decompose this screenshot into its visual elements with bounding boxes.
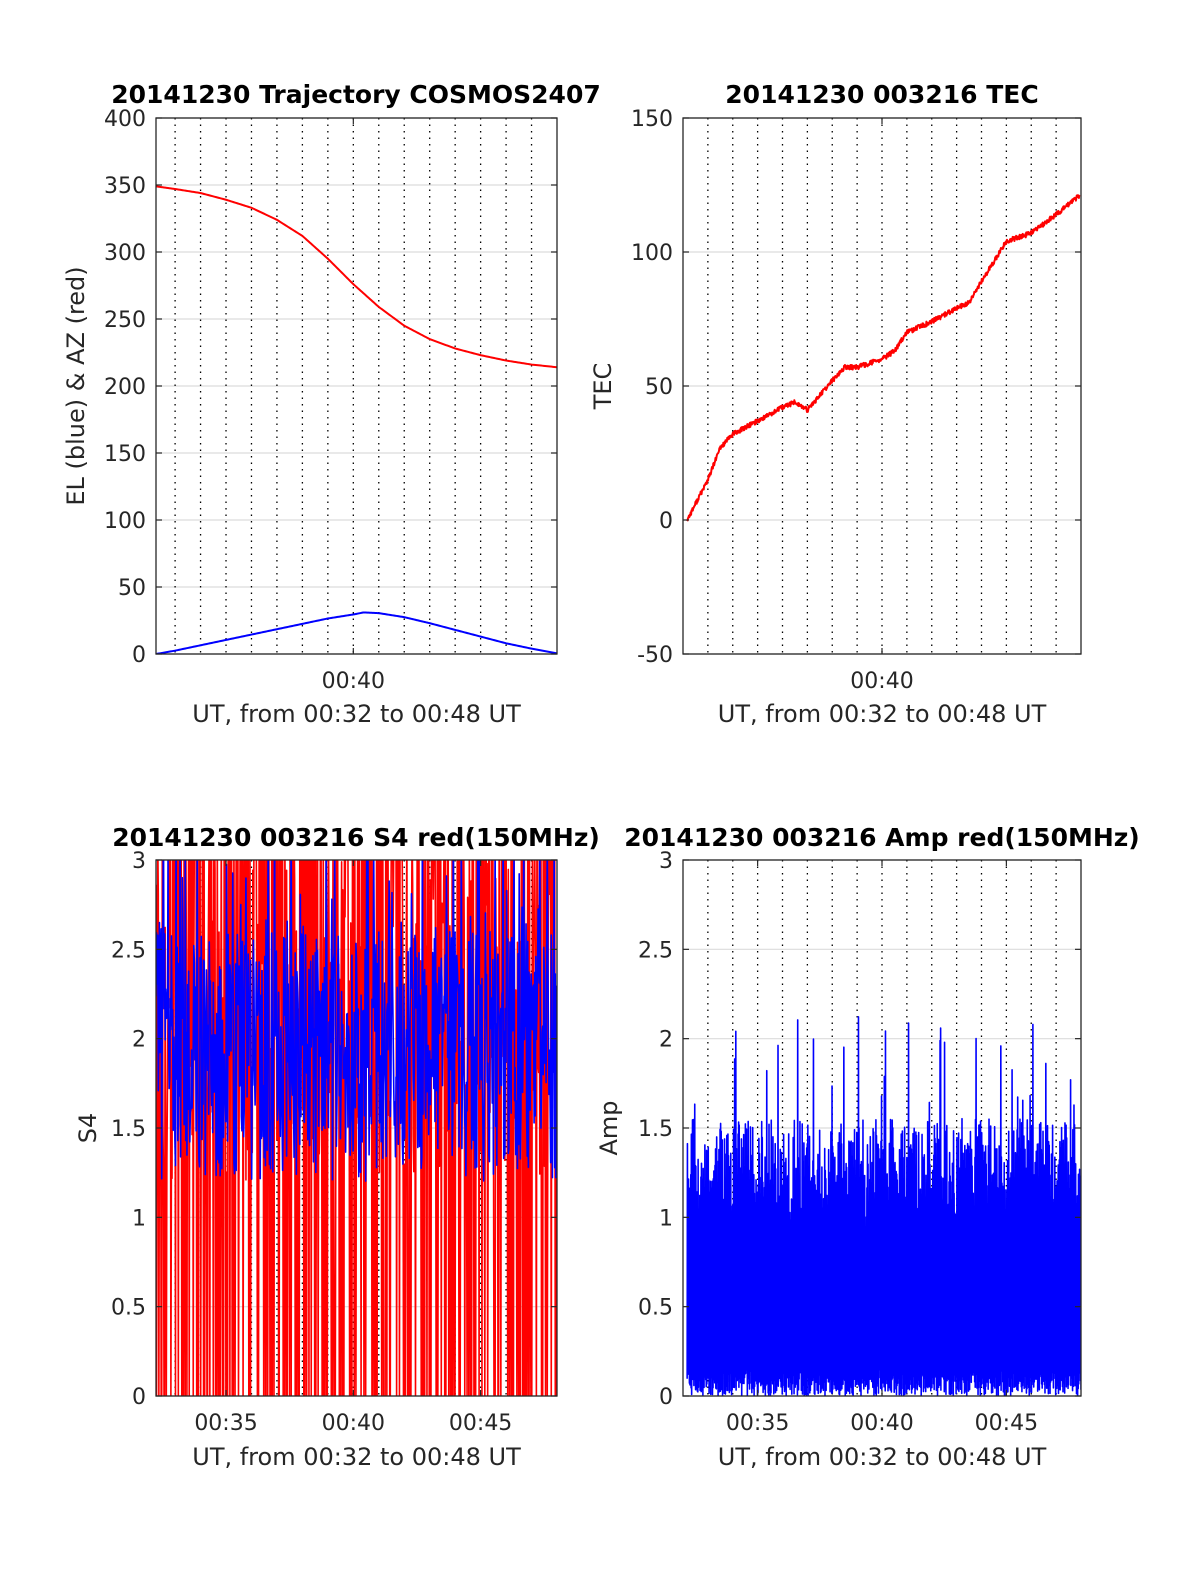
x-axis-label: UT, from 00:32 to 00:48 UT [718,700,1047,728]
chart-title: 20141230 003216 S4 red(150MHz) [112,823,600,852]
y-tick-label: 100 [104,509,146,534]
y-tick-label: 400 [104,107,146,132]
y-tick-label: 0.5 [638,1296,673,1321]
x-axis-label: UT, from 00:32 to 00:48 UT [192,1443,521,1471]
series-line-blue [156,611,557,654]
y-tick-label: 300 [104,241,146,266]
chart-title: 20141230 003216 Amp red(150MHz) [624,823,1140,852]
series-line-blue [686,1016,1081,1396]
y-tick-label: 2.5 [111,938,146,963]
y-axis-label: EL (blue) & AZ (red) [62,266,90,505]
x-tick-label: 00:40 [850,669,913,694]
series-line-red [156,185,557,369]
amp-panel: 0 0.5 1 1.5 2 2.5 3 00:35 00:40 00:45 20141230 003… [595,823,1140,1471]
x-tick-label: 00:40 [322,1411,385,1436]
series-line-blue [156,860,557,1182]
y-tick-label: 0 [132,1385,146,1410]
y-tick-label: 150 [631,107,673,132]
y-tick-label: 100 [631,241,673,266]
y-tick-label: 50 [645,375,673,400]
y-tick-label: 2 [659,1028,673,1053]
y-axis-label: TEC [589,363,617,411]
y-tick-label: 2 [132,1028,146,1053]
x-tick-label: 00:45 [449,1411,512,1436]
y-tick-label: 1 [132,1206,146,1231]
x-tick-label: 00:40 [322,669,385,694]
y-tick-label: 200 [104,375,146,400]
y-tick-label: 150 [104,442,146,467]
y-tick-label: 50 [118,576,146,601]
x-tick-label: 00:35 [194,1411,257,1436]
y-tick-label: 0.5 [111,1296,146,1321]
tec-panel: -50 0 50 100 150 00:40 20141230 003216 TEC UT, … [589,80,1082,728]
y-tick-label: 3 [659,849,673,874]
y-tick-label: 0 [659,1385,673,1410]
y-tick-label: 3 [132,849,146,874]
y-tick-label: 0 [659,509,673,534]
x-axis-label: UT, from 00:32 to 00:48 UT [718,1443,1047,1471]
trajectory-panel: 0 50 100 150 200 250 300 350 400 00:40 20141230 Tr… [62,80,601,728]
y-tick-label: 1.5 [638,1117,673,1142]
y-tick-label: 250 [104,308,146,333]
y-axis-label: S4 [74,1113,102,1144]
y-tick-label: 0 [132,643,146,668]
y-tick-label: 1 [659,1206,673,1231]
s4-panel: 0 0.5 1 1.5 2 2.5 3 00:35 00:40 00:45 20141230 003… [74,823,600,1471]
y-tick-label: 1.5 [111,1117,146,1142]
chart-title: 20141230 003216 TEC [725,80,1038,109]
x-tick-label: 00:45 [975,1411,1038,1436]
x-tick-label: 00:35 [726,1411,789,1436]
y-axis-label: Amp [595,1100,623,1155]
y-tick-label: -50 [637,643,673,668]
y-tick-label: 2.5 [638,938,673,963]
y-tick-label: 350 [104,174,146,199]
chart-title: 20141230 Trajectory COSMOS2407 [111,80,601,109]
series-line-red [686,194,1081,522]
x-axis-label: UT, from 00:32 to 00:48 UT [192,700,521,728]
x-tick-label: 00:40 [850,1411,913,1436]
